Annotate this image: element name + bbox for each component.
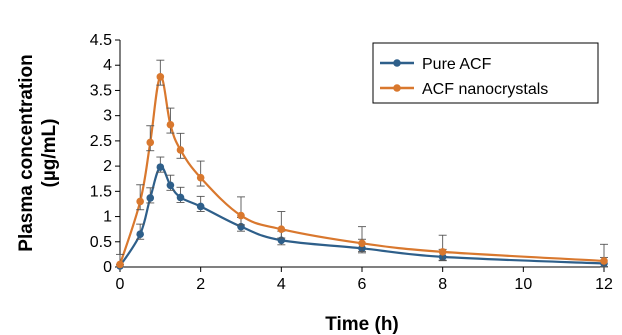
plot-area: 0 0.5 1 1.5 2 2.5 3 3.5 4 4.5 0 2 4 6 8 10 12	[90, 32, 613, 293]
x-tick-label: 6	[358, 276, 367, 293]
y-axis-title-group: Plasma concentration (µg/mL)	[16, 54, 60, 251]
data-point	[146, 194, 155, 202]
x-tick-label: 4	[277, 276, 286, 293]
y-tick-label: 3.5	[90, 82, 112, 99]
series-1	[116, 59, 608, 269]
y-tick-label: 2	[103, 158, 112, 175]
y-ticks: 0 0.5 1 1.5 2 2.5 3 3.5 4 4.5	[90, 32, 120, 276]
legend-marker-pure-acf	[393, 59, 401, 67]
x-tick-label: 8	[438, 276, 447, 293]
data-point	[146, 138, 155, 147]
series-layer	[116, 59, 608, 270]
legend-label-pure-acf: Pure ACF	[422, 56, 492, 73]
legend-box	[372, 42, 599, 104]
data-point	[176, 146, 185, 154]
y-tick-label: 0	[103, 259, 112, 276]
data-point	[166, 181, 175, 190]
data-point	[438, 248, 447, 256]
x-tick-label: 0	[116, 276, 125, 293]
x-ticks: 0 2 4 6 8 10 12	[116, 267, 613, 293]
data-point	[136, 230, 144, 239]
data-point	[136, 197, 144, 206]
x-tick-label: 10	[514, 276, 532, 293]
data-point	[166, 120, 175, 129]
y-tick-label: 3	[103, 108, 112, 125]
data-point	[237, 211, 245, 220]
data-point	[156, 163, 165, 171]
legend: Pure ACF ACF nanocrystals	[372, 42, 599, 104]
y-tick-label: 0.5	[90, 234, 112, 251]
data-point	[156, 73, 165, 81]
x-tick-label: 2	[196, 276, 205, 293]
y-tick-label: 4.5	[90, 32, 112, 49]
data-point	[358, 239, 366, 248]
data-point	[176, 193, 185, 202]
series-0	[116, 156, 608, 270]
y-tick-label: 1	[103, 209, 112, 226]
y-tick-label: 4	[103, 57, 112, 74]
y-axis-title-line-1: Plasma concentration	[16, 54, 37, 251]
y-tick-label: 2.5	[90, 133, 112, 150]
x-axis-title: Time (h)	[325, 314, 399, 335]
data-point	[277, 225, 286, 233]
legend-label-acf-nanocrystals: ACF nanocrystals	[422, 81, 548, 98]
x-tick-label: 12	[595, 276, 613, 293]
legend-marker-acf-nanocrystals	[393, 84, 401, 92]
data-point	[196, 173, 205, 182]
data-point	[600, 257, 608, 265]
y-tick-label: 1.5	[90, 183, 112, 200]
data-point	[196, 202, 205, 211]
y-axis-title-line-2: (µg/mL)	[39, 119, 60, 188]
data-point	[116, 260, 124, 269]
